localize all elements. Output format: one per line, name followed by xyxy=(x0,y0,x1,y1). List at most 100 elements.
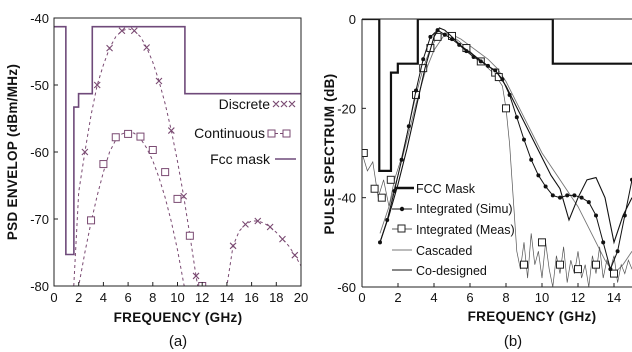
a-continuous-marker xyxy=(161,168,170,177)
b-ytick-label: -60 xyxy=(337,280,356,295)
b-simu-marker xyxy=(586,200,591,205)
b-simu-marker xyxy=(486,63,490,68)
b-simu-marker xyxy=(514,115,519,120)
panel-b-ylabel: PULSE SPECTRUM (dB) xyxy=(322,74,337,235)
b-simu-marker xyxy=(464,49,469,54)
panel-a-ylabel: PSD ENVELOP (dBm/MHz) xyxy=(5,64,20,240)
panel-b-ticks: 0 2 4 6 8 10 12 14 0 -20 -40 -60 xyxy=(337,12,621,305)
a-discrete-marker xyxy=(130,27,138,35)
a-continuous-marker xyxy=(87,216,96,225)
a-xtick-label: 2 xyxy=(75,290,82,305)
legend-fccmask-label: FCC Mask xyxy=(416,182,476,196)
b-simu-marker xyxy=(399,157,404,162)
b-simu-marker xyxy=(478,59,483,64)
b-simu-marker xyxy=(522,137,526,142)
b-meas-marker xyxy=(556,260,564,269)
a-continuous-marker xyxy=(185,231,194,240)
b-simu-marker xyxy=(385,218,390,222)
panel-a-ticks: 0 2 4 6 8 10 12 14 16 18 20 -40 -50 -60 -70 -80 xyxy=(30,11,308,305)
a-continuous-marker xyxy=(173,194,182,203)
b-meas-marker xyxy=(574,265,582,274)
b-meas-marker xyxy=(386,175,395,184)
b-simu-marker xyxy=(529,157,534,162)
a-discrete-marker xyxy=(106,44,113,52)
a-discrete-marker xyxy=(242,220,249,228)
legend-continuous-label: Continuous xyxy=(194,125,265,141)
b-simu-marker xyxy=(550,193,555,198)
b-simu-marker xyxy=(615,249,620,254)
a-discrete-marker xyxy=(254,217,262,225)
b-simu-marker xyxy=(622,213,627,218)
a-discrete-line xyxy=(73,28,301,286)
legend-simu-marker xyxy=(399,206,405,212)
b-simu-marker xyxy=(543,184,548,189)
b-meas-marker xyxy=(370,184,379,193)
b-simu-marker xyxy=(565,193,570,198)
b-simu-marker xyxy=(608,267,613,272)
b-xtick-label: 8 xyxy=(502,290,509,305)
panel-a-caption: (a) xyxy=(169,333,187,350)
a-continuous-marker xyxy=(136,132,145,141)
b-meas-marker xyxy=(502,104,510,113)
legend-meas-marker xyxy=(397,224,406,233)
a-discrete-marker xyxy=(143,44,151,51)
b-xtick-label: 12 xyxy=(571,290,585,305)
panel-a-series xyxy=(54,25,301,286)
b-meas-marker xyxy=(362,149,368,157)
b-meas-marker xyxy=(520,260,528,269)
a-continuous-marker xyxy=(99,160,108,169)
a-ytick-label: -80 xyxy=(30,279,49,294)
a-discrete-marker xyxy=(192,272,200,280)
a-fcc-mask-line xyxy=(54,25,301,256)
b-simu-marker xyxy=(392,188,397,193)
a-discrete-marker xyxy=(291,251,299,259)
b-simu-marker xyxy=(601,240,606,245)
b-simu-marker xyxy=(435,28,440,33)
legend-discrete-marker xyxy=(272,100,296,108)
a-xtick-label: 20 xyxy=(294,290,308,305)
a-continuous-marker xyxy=(124,129,133,138)
a-xtick-label: 16 xyxy=(244,290,258,305)
b-simu-marker xyxy=(442,32,447,37)
a-discrete-marker xyxy=(167,127,175,134)
b-simu-marker xyxy=(450,37,454,42)
b-ytick-label: -40 xyxy=(337,191,356,206)
a-xtick-label: 14 xyxy=(220,290,234,305)
a-xtick-label: 18 xyxy=(269,290,283,305)
a-discrete-marker xyxy=(180,192,188,200)
b-simu-line xyxy=(379,29,632,271)
legend-codesigned-label: Co-designed xyxy=(416,264,487,278)
a-continuous-marker xyxy=(148,145,157,154)
b-xtick-label: 2 xyxy=(394,290,401,305)
b-simu-marker xyxy=(493,68,498,73)
legend-simu-label: Integrated (Simu) xyxy=(416,202,513,216)
b-meas-marker xyxy=(538,238,546,247)
legend-meas-label: Integrated (Meas) xyxy=(416,223,515,237)
a-discrete-marker xyxy=(81,148,89,156)
panel-b-legend: FCC Mask Integrated (Simu) Integrated (M… xyxy=(392,182,515,278)
panel-b: 0 2 4 6 8 10 12 14 0 -20 -40 -60 PULSE SPECTRUM (dB… xyxy=(322,12,632,350)
b-simu-marker xyxy=(572,193,577,198)
b-xtick-label: 4 xyxy=(430,290,437,305)
legend-fcc-label: Fcc mask xyxy=(210,151,271,167)
panel-a: 0 2 4 6 8 10 12 14 16 18 20 -40 -50 -60 -70 -80 PSD ENV… xyxy=(5,11,308,350)
a-xtick-label: 0 xyxy=(50,290,57,305)
b-ytick-label: -20 xyxy=(337,101,356,116)
a-ytick-label: -50 xyxy=(30,78,49,93)
b-meas-marker xyxy=(592,260,600,269)
b-simu-marker xyxy=(579,195,584,200)
a-discrete-marker xyxy=(118,27,126,35)
b-xtick-label: 14 xyxy=(607,290,621,305)
b-meas-marker xyxy=(494,73,503,82)
b-simu-marker xyxy=(378,240,382,245)
a-discrete-marker xyxy=(93,81,101,89)
panel-b-caption: (b) xyxy=(504,333,522,350)
b-simu-marker xyxy=(471,54,476,59)
a-ytick-label: -70 xyxy=(30,212,49,227)
b-meas-marker xyxy=(610,269,618,278)
b-meas-marker xyxy=(419,64,428,73)
b-simu-marker xyxy=(536,173,541,178)
b-simu-marker xyxy=(428,34,433,39)
b-simu-marker xyxy=(406,124,411,129)
